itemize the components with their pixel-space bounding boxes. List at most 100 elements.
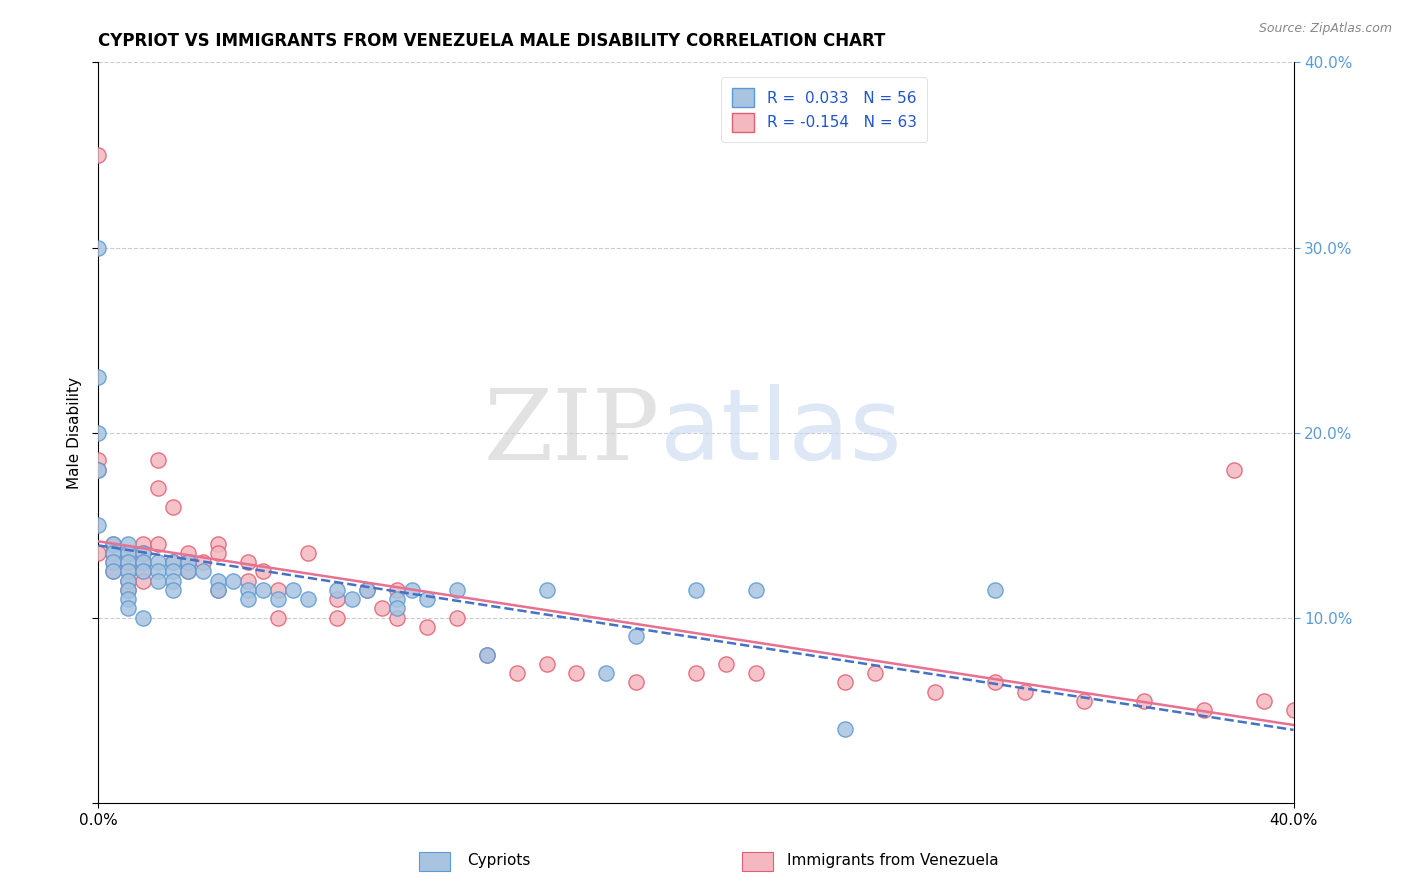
Point <box>117 537 139 551</box>
Point <box>1133 694 1156 708</box>
Point <box>87 148 110 162</box>
Point <box>834 722 856 736</box>
Text: Cypriots: Cypriots <box>467 854 530 868</box>
Point <box>595 666 617 681</box>
Point <box>162 582 184 597</box>
Point <box>385 582 409 597</box>
Point <box>297 546 319 560</box>
Point <box>252 582 274 597</box>
Point <box>117 555 139 569</box>
Text: Immigrants from Venezuela: Immigrants from Venezuela <box>787 854 1000 868</box>
Point <box>103 555 125 569</box>
Point <box>148 555 170 569</box>
Point <box>87 241 110 255</box>
Point <box>536 657 558 671</box>
Point <box>117 555 139 569</box>
Text: ZIP: ZIP <box>484 384 661 481</box>
Point <box>132 537 155 551</box>
Point <box>342 592 364 607</box>
Point <box>103 565 125 579</box>
Point <box>236 592 259 607</box>
Point <box>865 666 887 681</box>
Point <box>103 537 125 551</box>
Point <box>326 582 349 597</box>
Point <box>162 500 184 514</box>
Point <box>132 546 155 560</box>
Point <box>326 611 349 625</box>
Point <box>148 565 170 579</box>
Point <box>267 582 290 597</box>
Point <box>685 666 707 681</box>
Point <box>416 592 439 607</box>
Point <box>177 565 200 579</box>
Point <box>103 546 125 560</box>
Point <box>87 546 110 560</box>
Point <box>536 582 558 597</box>
Point <box>87 463 110 477</box>
Point <box>297 592 319 607</box>
Point <box>117 574 139 588</box>
Y-axis label: Male Disability: Male Disability <box>67 376 83 489</box>
Point <box>117 546 139 560</box>
Point <box>924 685 946 699</box>
Point <box>745 666 768 681</box>
Point <box>103 546 125 560</box>
Point <box>117 592 139 607</box>
Point <box>191 555 214 569</box>
Point <box>326 592 349 607</box>
Point <box>565 666 588 681</box>
Point <box>834 675 856 690</box>
Point <box>984 582 1007 597</box>
Point <box>356 582 378 597</box>
Point <box>401 582 423 597</box>
Point <box>626 629 648 643</box>
Point <box>117 582 139 597</box>
Point <box>236 574 259 588</box>
Point <box>162 555 184 569</box>
Point <box>191 565 214 579</box>
Point <box>132 611 155 625</box>
Point <box>1073 694 1095 708</box>
Point <box>87 453 110 467</box>
Point <box>132 555 155 569</box>
Point <box>148 481 170 495</box>
Point <box>87 518 110 533</box>
Point <box>117 574 139 588</box>
Point <box>385 601 409 615</box>
Point <box>1192 703 1215 717</box>
Legend: R =  0.033   N = 56, R = -0.154   N = 63: R = 0.033 N = 56, R = -0.154 N = 63 <box>721 78 928 142</box>
Point <box>177 555 200 569</box>
Point <box>148 537 170 551</box>
Point <box>177 565 200 579</box>
Point <box>714 657 737 671</box>
Point <box>132 574 155 588</box>
Point <box>371 601 394 615</box>
Point <box>222 574 245 588</box>
Point <box>87 370 110 384</box>
Point <box>103 537 125 551</box>
Point <box>207 582 229 597</box>
Point <box>132 555 155 569</box>
Point <box>162 555 184 569</box>
Point <box>1253 694 1275 708</box>
Point <box>236 555 259 569</box>
Point <box>1014 685 1036 699</box>
Point <box>236 582 259 597</box>
Point <box>252 565 274 579</box>
Point <box>162 574 184 588</box>
Point <box>475 648 498 662</box>
Point <box>132 546 155 560</box>
Text: Source: ZipAtlas.com: Source: ZipAtlas.com <box>1258 22 1392 36</box>
Text: atlas: atlas <box>661 384 901 481</box>
Point <box>475 648 498 662</box>
Point <box>148 453 170 467</box>
Point <box>267 592 290 607</box>
Point <box>385 611 409 625</box>
Point <box>117 565 139 579</box>
Point <box>117 565 139 579</box>
Point <box>1282 703 1305 717</box>
Point <box>984 675 1007 690</box>
Point <box>626 675 648 690</box>
Point <box>117 601 139 615</box>
Point <box>416 620 439 634</box>
